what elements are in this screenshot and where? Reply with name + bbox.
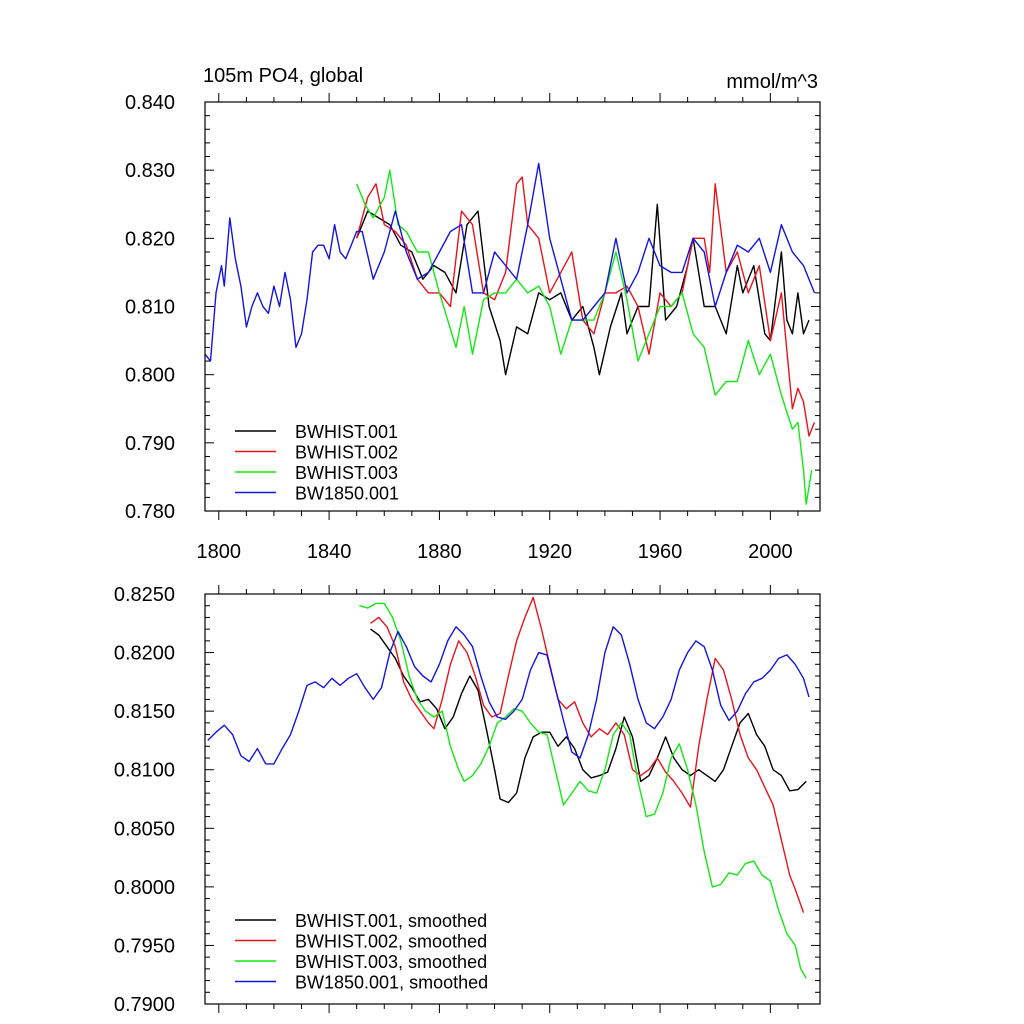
top-y-tick-label: 0.820: [125, 228, 175, 250]
bottom-y-tick-label: 0.8200: [114, 643, 175, 665]
bottom-series-line-3: [359, 602, 807, 979]
top-legend-label-3: BWHIST.003: [295, 463, 398, 483]
top-legend-label-2: BWHIST.002: [295, 443, 398, 463]
bottom-legend-label-1: BWHIST.001, smoothed: [295, 911, 487, 931]
bottom-series-line-1: [370, 628, 807, 804]
bottom-y-tick-label: 0.8050: [114, 818, 175, 840]
top-panel-title: 105m PO4, global: [203, 65, 363, 87]
bottom-panel-frame: [204, 593, 821, 1005]
bottom-legend-label-2: BWHIST.002, smoothed: [295, 932, 487, 952]
top-legend-label-4: BW1850.001: [295, 484, 399, 504]
top-y-tick-label: 0.790: [125, 433, 175, 455]
top-x-tick-label: 1800: [197, 541, 242, 563]
top-y-tick-label: 0.780: [125, 501, 175, 523]
bottom-series-line-4: [207, 626, 810, 765]
top-x-tick-label: 1840: [307, 541, 352, 563]
top-series-line-3: [356, 169, 813, 505]
bottom-y-tick-label: 0.7950: [114, 935, 175, 957]
top-x-tick-label: 1960: [638, 541, 683, 563]
top-panel-units: mmol/m^3: [726, 71, 818, 93]
bottom-y-tick-label: 0.8000: [114, 877, 175, 899]
bottom-series-line-2: [370, 596, 805, 913]
top-y-tick-label: 0.810: [125, 297, 175, 319]
top-y-tick-label: 0.840: [125, 92, 175, 114]
top-legend-label-1: BWHIST.001: [295, 422, 398, 442]
top-series-line-4: [204, 162, 816, 362]
bottom-y-tick-label: 0.8100: [114, 760, 175, 782]
bottom-y-tick-label: 0.8150: [114, 701, 175, 723]
bottom-y-tick-label: 0.7900: [114, 994, 175, 1016]
top-panel: 105m PO4, global mmol/m^3 1800 1840 1880 19…: [125, 65, 821, 563]
top-x-tick-label: 1920: [527, 541, 572, 563]
bottom-legend-label-4: BW1850.001, smoothed: [295, 973, 488, 993]
bottom-legend-label-3: BWHIST.003, smoothed: [295, 952, 487, 972]
top-series-line-1: [356, 203, 810, 376]
bottom-y-tick-label: 0.8250: [114, 584, 175, 606]
top-series-line-2: [356, 176, 816, 437]
top-y-tick-label: 0.800: [125, 365, 175, 387]
bottom-panel: 0.7900 0.7950 0.8000 0.8050 0.8100 0.8150 0.82…: [114, 584, 821, 1016]
top-y-tick-label: 0.830: [125, 160, 175, 182]
top-x-tick-label: 1880: [417, 541, 462, 563]
top-x-tick-label: 2000: [748, 541, 793, 563]
